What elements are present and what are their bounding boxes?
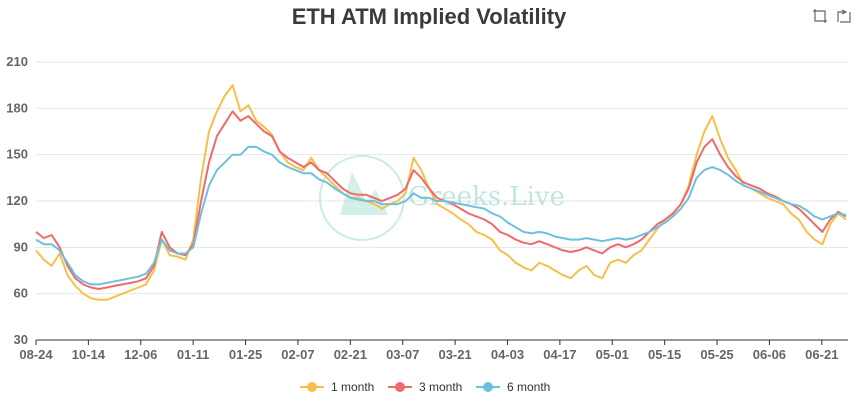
watermark-text: Greeks.Live — [408, 182, 565, 212]
series-line-3-month — [35, 110, 847, 290]
x-tick-label: 10-14 — [72, 347, 106, 362]
legend-swatch-icon — [483, 382, 493, 392]
zoom-reset-icon[interactable] — [836, 8, 852, 24]
x-tick-label: 05-25 — [700, 347, 733, 362]
y-tick-label: 210 — [6, 54, 28, 69]
legend-label: 1 month — [331, 380, 374, 394]
y-axis: 30 60 90 120 150 180 210 — [6, 54, 28, 347]
y-tick-label: 60 — [14, 286, 28, 301]
chart-toolbar — [812, 8, 852, 24]
x-tick-label: 01-25 — [229, 347, 262, 362]
legend-swatch-icon — [307, 382, 317, 392]
x-tick-label: 02-21 — [334, 347, 367, 362]
y-tick-label: 30 — [14, 332, 28, 347]
legend: 1 month 3 month 6 month — [300, 380, 550, 394]
series-line-1-month — [35, 84, 847, 301]
x-tick-label: 04-03 — [491, 347, 524, 362]
y-tick-label: 90 — [14, 239, 28, 254]
legend-item-6-month[interactable]: 6 month — [476, 380, 550, 394]
legend-label: 3 month — [419, 380, 462, 394]
y-tick-label: 120 — [6, 193, 28, 208]
x-tick-label: 02-07 — [281, 347, 314, 362]
legend-label: 6 month — [507, 380, 550, 394]
x-tick-label: 03-07 — [386, 347, 419, 362]
chart-title: ETH ATM Implied Volatility — [291, 4, 567, 29]
y-tick-label: 150 — [6, 147, 28, 162]
y-tick-label: 180 — [6, 100, 28, 115]
legend-item-1-month[interactable]: 1 month — [300, 380, 374, 394]
x-tick-label: 03-21 — [438, 347, 471, 362]
legend-swatch-icon — [395, 382, 405, 392]
legend-item-3-month[interactable]: 3 month — [388, 380, 462, 394]
x-tick-label: 06-21 — [805, 347, 838, 362]
watermark-logo-icon — [319, 155, 405, 241]
x-tick-label: 01-11 — [177, 347, 210, 362]
x-tick-label: 05-15 — [648, 347, 681, 362]
series-line-6-month — [35, 145, 847, 286]
x-tick-label: 12-06 — [124, 347, 157, 362]
zoom-area-icon[interactable] — [812, 8, 828, 24]
x-axis: 08-24 10-14 12-06 01-11 01-25 02-07 02-21 03-07… — [19, 339, 848, 362]
series-lines — [35, 84, 847, 301]
x-tick-label: 05-01 — [596, 347, 629, 362]
x-tick-label: 04-17 — [543, 347, 576, 362]
x-tick-label: 06-06 — [753, 347, 786, 362]
x-tick-label: 08-24 — [19, 347, 53, 362]
